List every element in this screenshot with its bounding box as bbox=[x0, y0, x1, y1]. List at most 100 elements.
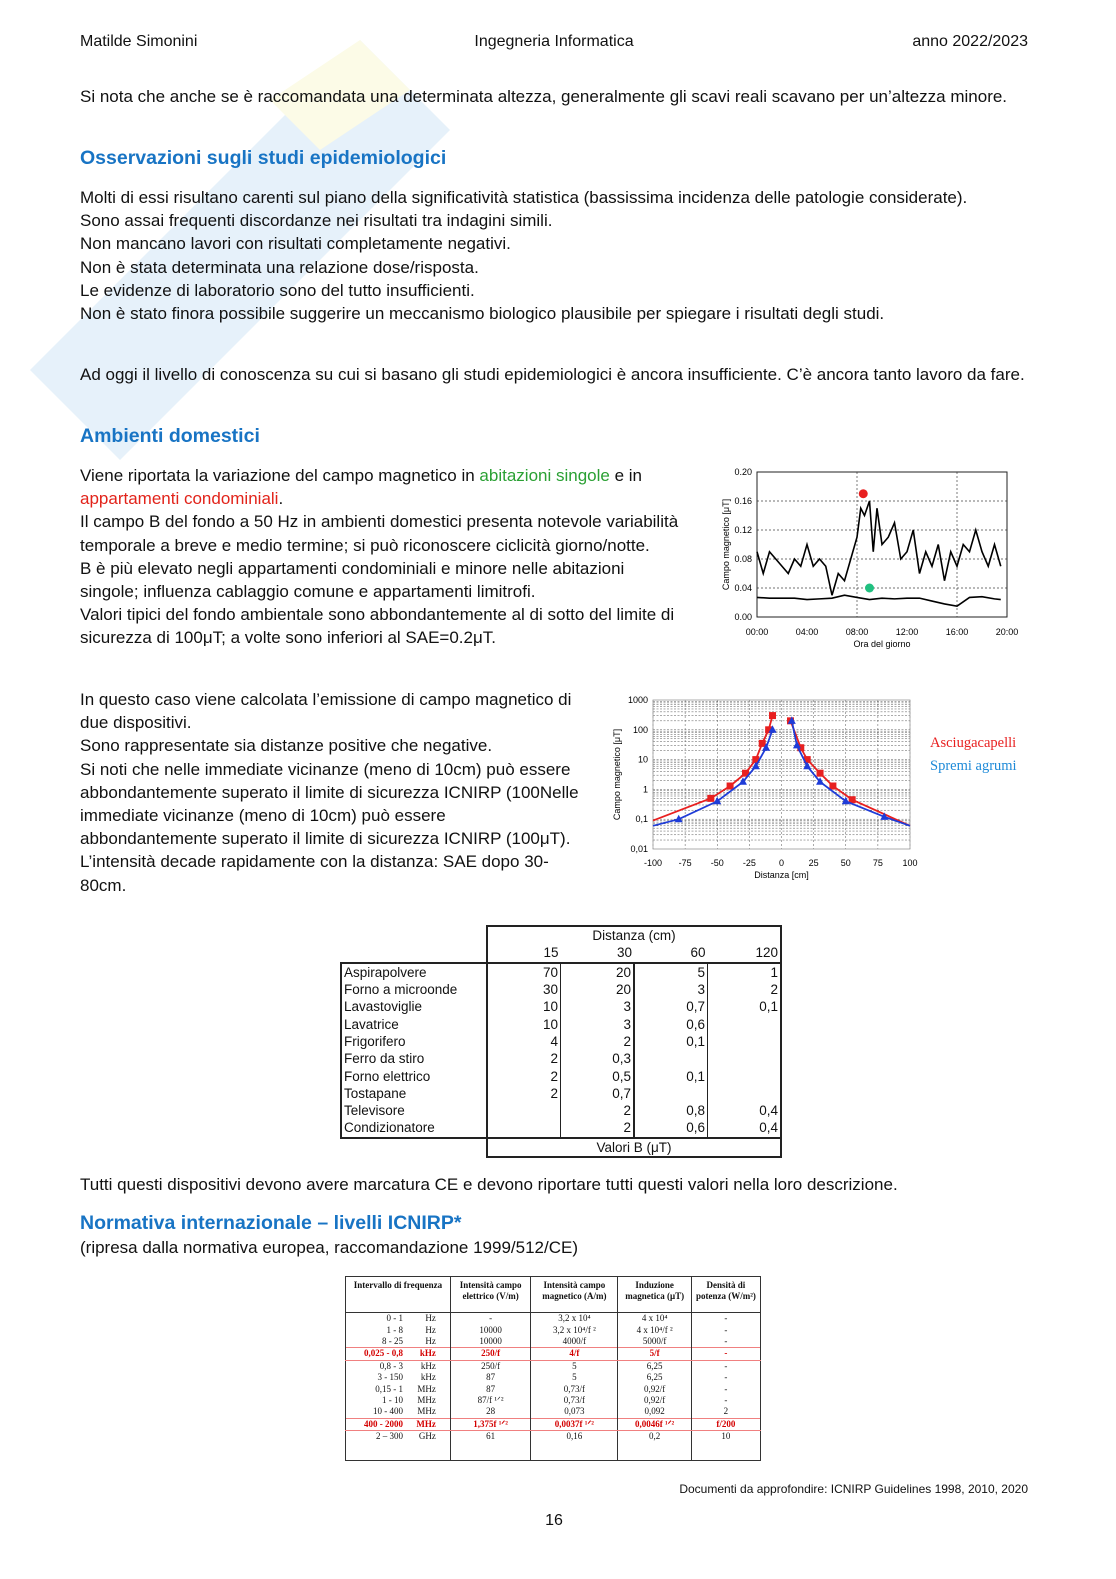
column-header: 15 bbox=[486, 944, 561, 963]
cell-value: 10000 bbox=[449, 1335, 531, 1348]
table-row: Lavatrice 10 3 0,6 bbox=[340, 1015, 782, 1033]
y-axis-label: Campo magnetico [μT] bbox=[612, 729, 622, 820]
frequency-range: 0,15 - 1 bbox=[345, 1383, 405, 1395]
y-axis-label: Campo magnetico [μT] bbox=[721, 499, 731, 590]
frequency-range: 1 - 8 bbox=[345, 1324, 405, 1336]
x-tick-label: -100 bbox=[644, 858, 662, 868]
text: . bbox=[278, 489, 284, 509]
cell-value: 2 bbox=[560, 1119, 634, 1139]
cell-value: 1 bbox=[707, 961, 782, 981]
cell-value: 2 bbox=[707, 980, 782, 999]
group-header: Distanza (cm) bbox=[486, 924, 782, 945]
cell-value bbox=[707, 1067, 782, 1085]
cell-value: 0,92/f bbox=[617, 1394, 692, 1407]
data-point bbox=[816, 769, 824, 777]
cell-value: 0,4 bbox=[707, 1101, 782, 1120]
devices-text: In questo caso viene calcolata l’emissio… bbox=[80, 688, 580, 897]
chart-time-series: 0.00 0.04 0.08 0.12 0.16 0.20 00:00 04:00 08:00 1… bbox=[721, 467, 1019, 649]
y-tick-label: 0.12 bbox=[734, 525, 752, 535]
header-year: anno 2022/2023 bbox=[912, 33, 1028, 50]
column-header: Intensità campo magnetico (A/m) bbox=[530, 1276, 618, 1313]
cell-value: 10000 bbox=[449, 1324, 531, 1336]
x-tick-label: -50 bbox=[711, 858, 724, 868]
distance-table: Distanza (cm) 15 30 60 120 Aspirapolvere 70 20 5… bbox=[340, 924, 782, 1158]
data-point bbox=[841, 796, 850, 805]
cell-value: 5000/f bbox=[617, 1335, 692, 1348]
cell-value: 2 bbox=[486, 1084, 561, 1102]
appliance-name: Tostapane bbox=[340, 1084, 487, 1102]
cell-value: 2 bbox=[690, 1406, 762, 1419]
appliance-name: Forno a microonde bbox=[340, 980, 487, 999]
data-point bbox=[816, 777, 825, 785]
section-title-normativa: Normativa internazionale – livelli ICNIR… bbox=[80, 1212, 462, 1234]
cell-value: 6,25 bbox=[617, 1360, 692, 1372]
cell-value: 3,2 x 10⁴ bbox=[530, 1312, 618, 1325]
data-point bbox=[769, 712, 777, 720]
y-tick-label: 0.08 bbox=[734, 554, 752, 564]
data-point bbox=[787, 716, 796, 724]
line: Si noti che nelle immediate vicinanze (m… bbox=[80, 759, 579, 849]
cell-value: 4 bbox=[486, 1032, 561, 1051]
cell-value: f/200 bbox=[690, 1417, 762, 1431]
table-footer: Valori B (μT) bbox=[486, 1137, 782, 1158]
section-title-epidemiologici: Osservazioni sugli studi epidemiologici bbox=[80, 147, 447, 169]
cell-value: 0,2 bbox=[617, 1430, 692, 1443]
appliance-name: Aspirapolvere bbox=[340, 961, 487, 981]
table-row: 0,8 - 3 kHz 250/f 5 6,25- bbox=[345, 1360, 762, 1372]
data-point bbox=[765, 726, 773, 734]
cell-value: 0,8 bbox=[633, 1101, 708, 1120]
cell-value: 4000/f bbox=[530, 1335, 618, 1348]
cell-value: 0,1 bbox=[633, 1067, 708, 1085]
y-tick-label: 1 bbox=[643, 784, 648, 794]
appliance-name: Lavastoviglie bbox=[340, 998, 487, 1016]
y-tick-label: 0.20 bbox=[734, 467, 752, 477]
data-point bbox=[738, 777, 747, 785]
x-tick-label: 04:00 bbox=[796, 627, 819, 637]
normativa-subtitle: (ripresa dalla normativa europea, raccom… bbox=[80, 1238, 579, 1257]
cell-value bbox=[633, 1084, 708, 1102]
cell-value: - bbox=[690, 1394, 762, 1407]
column-header: 120 bbox=[707, 944, 782, 963]
data-point bbox=[713, 796, 722, 805]
cell-value: 0,1 bbox=[633, 1032, 708, 1051]
cell-value: 20 bbox=[560, 980, 634, 999]
data-point bbox=[751, 761, 760, 770]
appliance-name: Lavatrice bbox=[340, 1015, 487, 1033]
data-point bbox=[674, 814, 683, 823]
line: Sono rappresentate sia distanze positive… bbox=[80, 736, 493, 756]
frequency-unit: MHz bbox=[417, 1394, 436, 1405]
column-header: Intervallo di frequenza bbox=[345, 1276, 451, 1313]
series-line-0 bbox=[756, 500, 1002, 596]
table-row: 10 - 400 MHz 28 0,073 0,092 2 bbox=[345, 1406, 762, 1419]
cell-value bbox=[707, 1084, 782, 1102]
data-point bbox=[762, 743, 771, 751]
legend-entry: Asciugacapelli bbox=[930, 735, 1016, 751]
header-course: Ingegneria Informatica bbox=[474, 33, 634, 50]
marker bbox=[858, 489, 868, 499]
data-point bbox=[829, 782, 837, 790]
plot-frame bbox=[756, 471, 1008, 618]
data-point bbox=[752, 756, 760, 764]
footnote: Documenti da approfondire: ICNIRP Guidel… bbox=[679, 1482, 1028, 1496]
cell-value: 0,6 bbox=[633, 1119, 708, 1139]
y-tick-label: 0.16 bbox=[734, 496, 752, 506]
cell-value bbox=[633, 1050, 708, 1068]
line: Sono assai frequenti discordanze nei ris… bbox=[80, 211, 553, 231]
x-tick-label: 20:00 bbox=[996, 627, 1019, 637]
line: B è più elevato negli appartamenti condo… bbox=[80, 558, 625, 602]
table-row: 400 - 2000 MHz 1,375f ¹ᐟ² 0,0037f ¹ᐟ² 0,0046… bbox=[345, 1417, 762, 1431]
cell-value: 3 bbox=[633, 980, 708, 999]
data-point bbox=[803, 756, 811, 764]
column-header: Densità di potenza (W/m²) bbox=[690, 1276, 762, 1313]
epidemiology-list: Molti di essi risultano carenti sul pian… bbox=[80, 186, 1030, 325]
frequency-unit: MHz bbox=[417, 1406, 436, 1417]
data-point bbox=[848, 796, 856, 804]
frequency-range: 1 - 10 bbox=[345, 1394, 405, 1407]
cell-value: 2 bbox=[486, 1067, 561, 1085]
x-tick-label: 08:00 bbox=[846, 627, 869, 637]
cell-value: 6,25 bbox=[617, 1371, 692, 1384]
appliance-name: Forno elettrico bbox=[340, 1067, 487, 1085]
data-point bbox=[803, 761, 812, 770]
cell-value: 30 bbox=[486, 980, 561, 999]
x-tick-label: 12:00 bbox=[896, 627, 919, 637]
